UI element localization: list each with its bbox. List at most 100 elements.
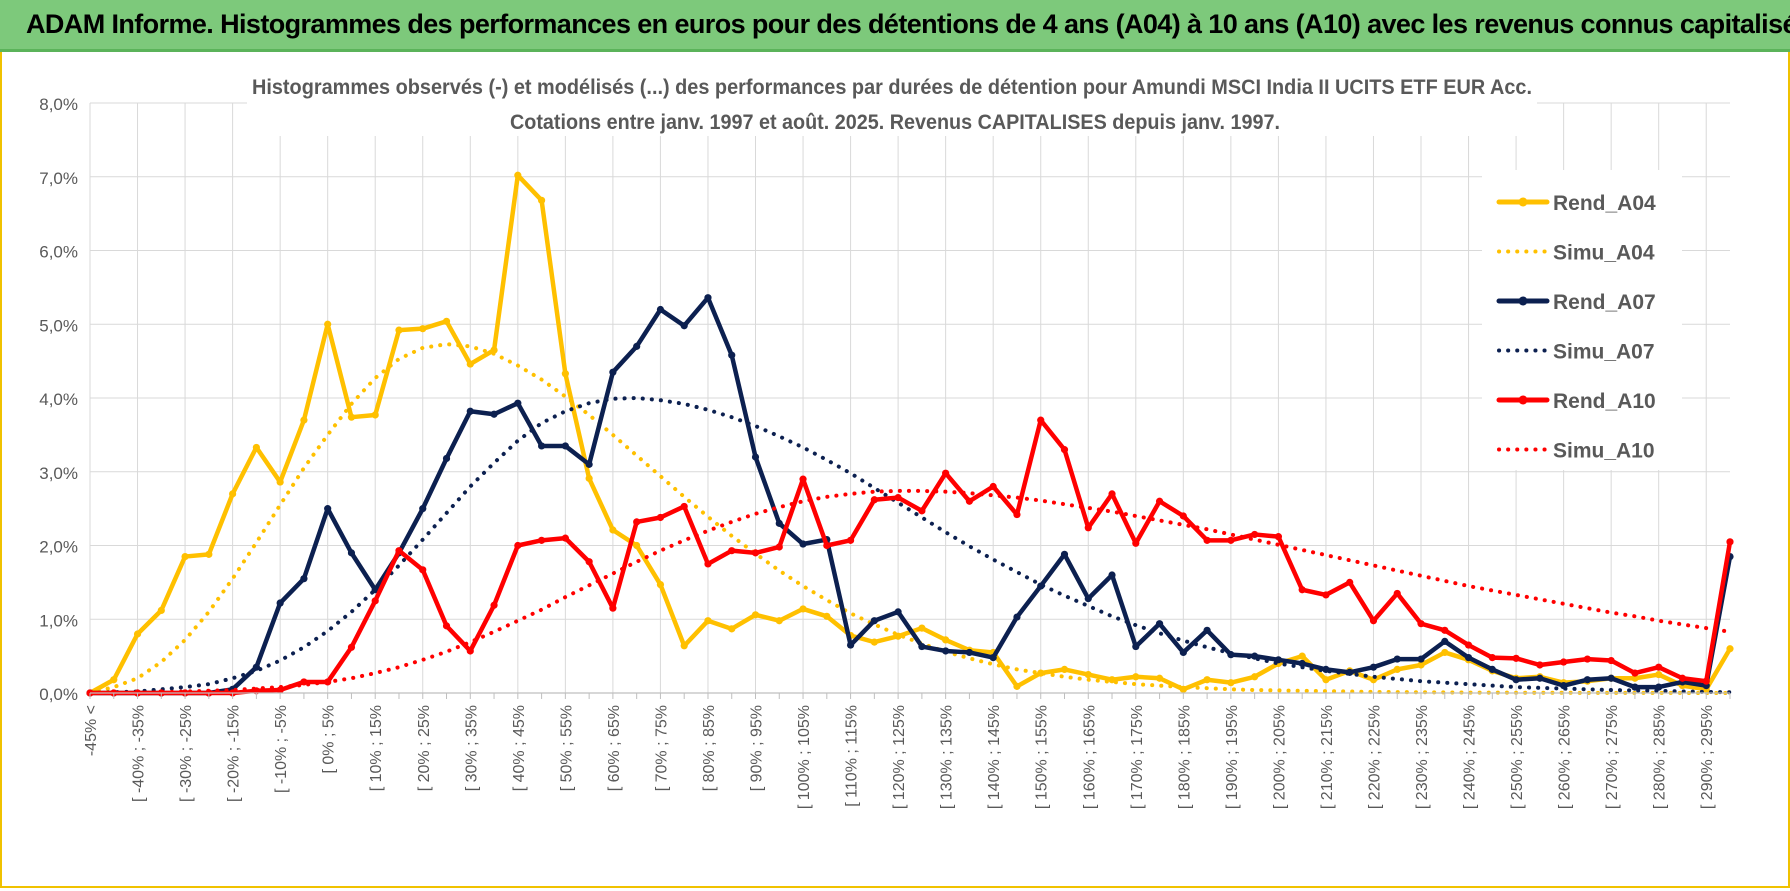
data-point (1441, 626, 1449, 634)
x-tick-label: [ 20% ; 25% (416, 705, 433, 791)
data-point (680, 322, 688, 330)
data-point (1393, 655, 1401, 663)
data-point (751, 453, 760, 461)
data-point (1417, 620, 1425, 628)
data-point (300, 416, 308, 424)
data-point (1488, 654, 1496, 662)
data-point (728, 351, 736, 359)
data-point (989, 482, 997, 491)
x-tick-label: [ 210% ; 215% (1319, 705, 1336, 809)
legend-label: Simu_A10 (1553, 440, 1655, 463)
data-point (1013, 613, 1021, 621)
data-point (490, 410, 498, 418)
data-point (1512, 676, 1520, 684)
x-tick-label: -45% < (83, 705, 100, 756)
report-banner: ADAM Informe. Histogrammes des performan… (0, 0, 1790, 52)
data-point (514, 541, 522, 550)
y-tick-label: 5,0% (39, 316, 78, 335)
data-point (609, 526, 617, 534)
x-tick-label: [ 180% ; 185% (1176, 705, 1193, 809)
data-point (942, 636, 950, 644)
x-tick-label: [ 270% ; 275% (1604, 705, 1621, 809)
data-point (466, 647, 474, 655)
data-point (1583, 676, 1591, 684)
data-point (775, 543, 783, 551)
data-point (205, 550, 213, 558)
data-point (942, 469, 950, 477)
data-point (870, 496, 878, 504)
data-point (1203, 626, 1211, 634)
data-point (1417, 655, 1425, 663)
x-tick-label: [ 110% ; 115% (844, 705, 861, 807)
y-tick-label: 8,0% (39, 95, 78, 114)
data-point (1108, 490, 1116, 498)
data-point (466, 407, 474, 415)
data-point (181, 552, 189, 561)
data-point (942, 647, 950, 655)
data-point (633, 541, 641, 550)
data-point (1322, 676, 1330, 684)
data-point (751, 611, 760, 619)
data-point (1179, 685, 1187, 693)
data-point (1441, 648, 1449, 657)
data-point (656, 580, 665, 589)
series-line-rend-a07 (87, 295, 1733, 696)
y-tick-label: 1,0% (39, 611, 78, 630)
data-point (252, 663, 260, 671)
data-point (1203, 536, 1211, 544)
y-tick-label: 6,0% (39, 243, 78, 262)
data-point (846, 536, 855, 544)
legend-label: Rend_A10 (1553, 390, 1656, 413)
data-point (514, 399, 522, 407)
data-point (894, 493, 902, 502)
data-point (1108, 571, 1116, 579)
legend-background (1482, 170, 1682, 470)
data-point (419, 505, 427, 513)
data-point (371, 411, 379, 419)
data-point (1655, 670, 1663, 679)
data-point (1393, 665, 1401, 674)
legend-label: Simu_A07 (1553, 341, 1655, 364)
x-tick-label: [ 120% ; 125% (891, 705, 908, 809)
data-point (1203, 676, 1211, 684)
data-point (276, 478, 284, 486)
data-point (1298, 659, 1306, 668)
data-point (1678, 674, 1687, 682)
data-point (490, 601, 498, 609)
data-point (799, 475, 807, 483)
data-point (1251, 530, 1259, 539)
x-tick-label: [ 250% ; 255% (1509, 705, 1526, 809)
data-point (1037, 416, 1045, 424)
data-point (561, 534, 569, 542)
x-tick-label: [ 60% ; 65% (606, 705, 623, 791)
x-tick-label: [ 160% ; 165% (1081, 705, 1098, 809)
chart-legend: Rend_A04 Simu_A04 Rend_A07 Simu_A07 Rend_A10… (1482, 170, 1682, 470)
data-point (1631, 669, 1639, 677)
data-point (1488, 665, 1496, 674)
data-point (609, 368, 617, 376)
data-point (514, 171, 522, 179)
data-point (1132, 673, 1140, 681)
legend-label: Simu_A04 (1553, 242, 1655, 265)
y-tick-label: 0,0% (39, 685, 78, 704)
data-point (585, 558, 593, 566)
data-point (442, 317, 451, 325)
data-point (704, 294, 712, 302)
data-point (347, 643, 356, 651)
x-tick-label: [ -10% ; -5% (273, 705, 290, 793)
data-point (704, 560, 712, 568)
data-point (728, 547, 736, 555)
data-point (442, 454, 451, 463)
data-point (229, 490, 237, 498)
data-point (1322, 591, 1330, 599)
data-point (1084, 595, 1092, 603)
data-point (1536, 674, 1544, 682)
data-point (395, 326, 403, 334)
data-point (1346, 578, 1354, 586)
data-point (1726, 538, 1734, 546)
data-point (300, 575, 308, 583)
chart-frame: 0,0% 1,0% 2,0% 3,0% 4,0% 5,0% 6,0% 7,0% 8,0% -45%… (0, 52, 1790, 888)
data-point (276, 599, 284, 607)
data-point (799, 540, 807, 548)
data-point (870, 638, 878, 646)
